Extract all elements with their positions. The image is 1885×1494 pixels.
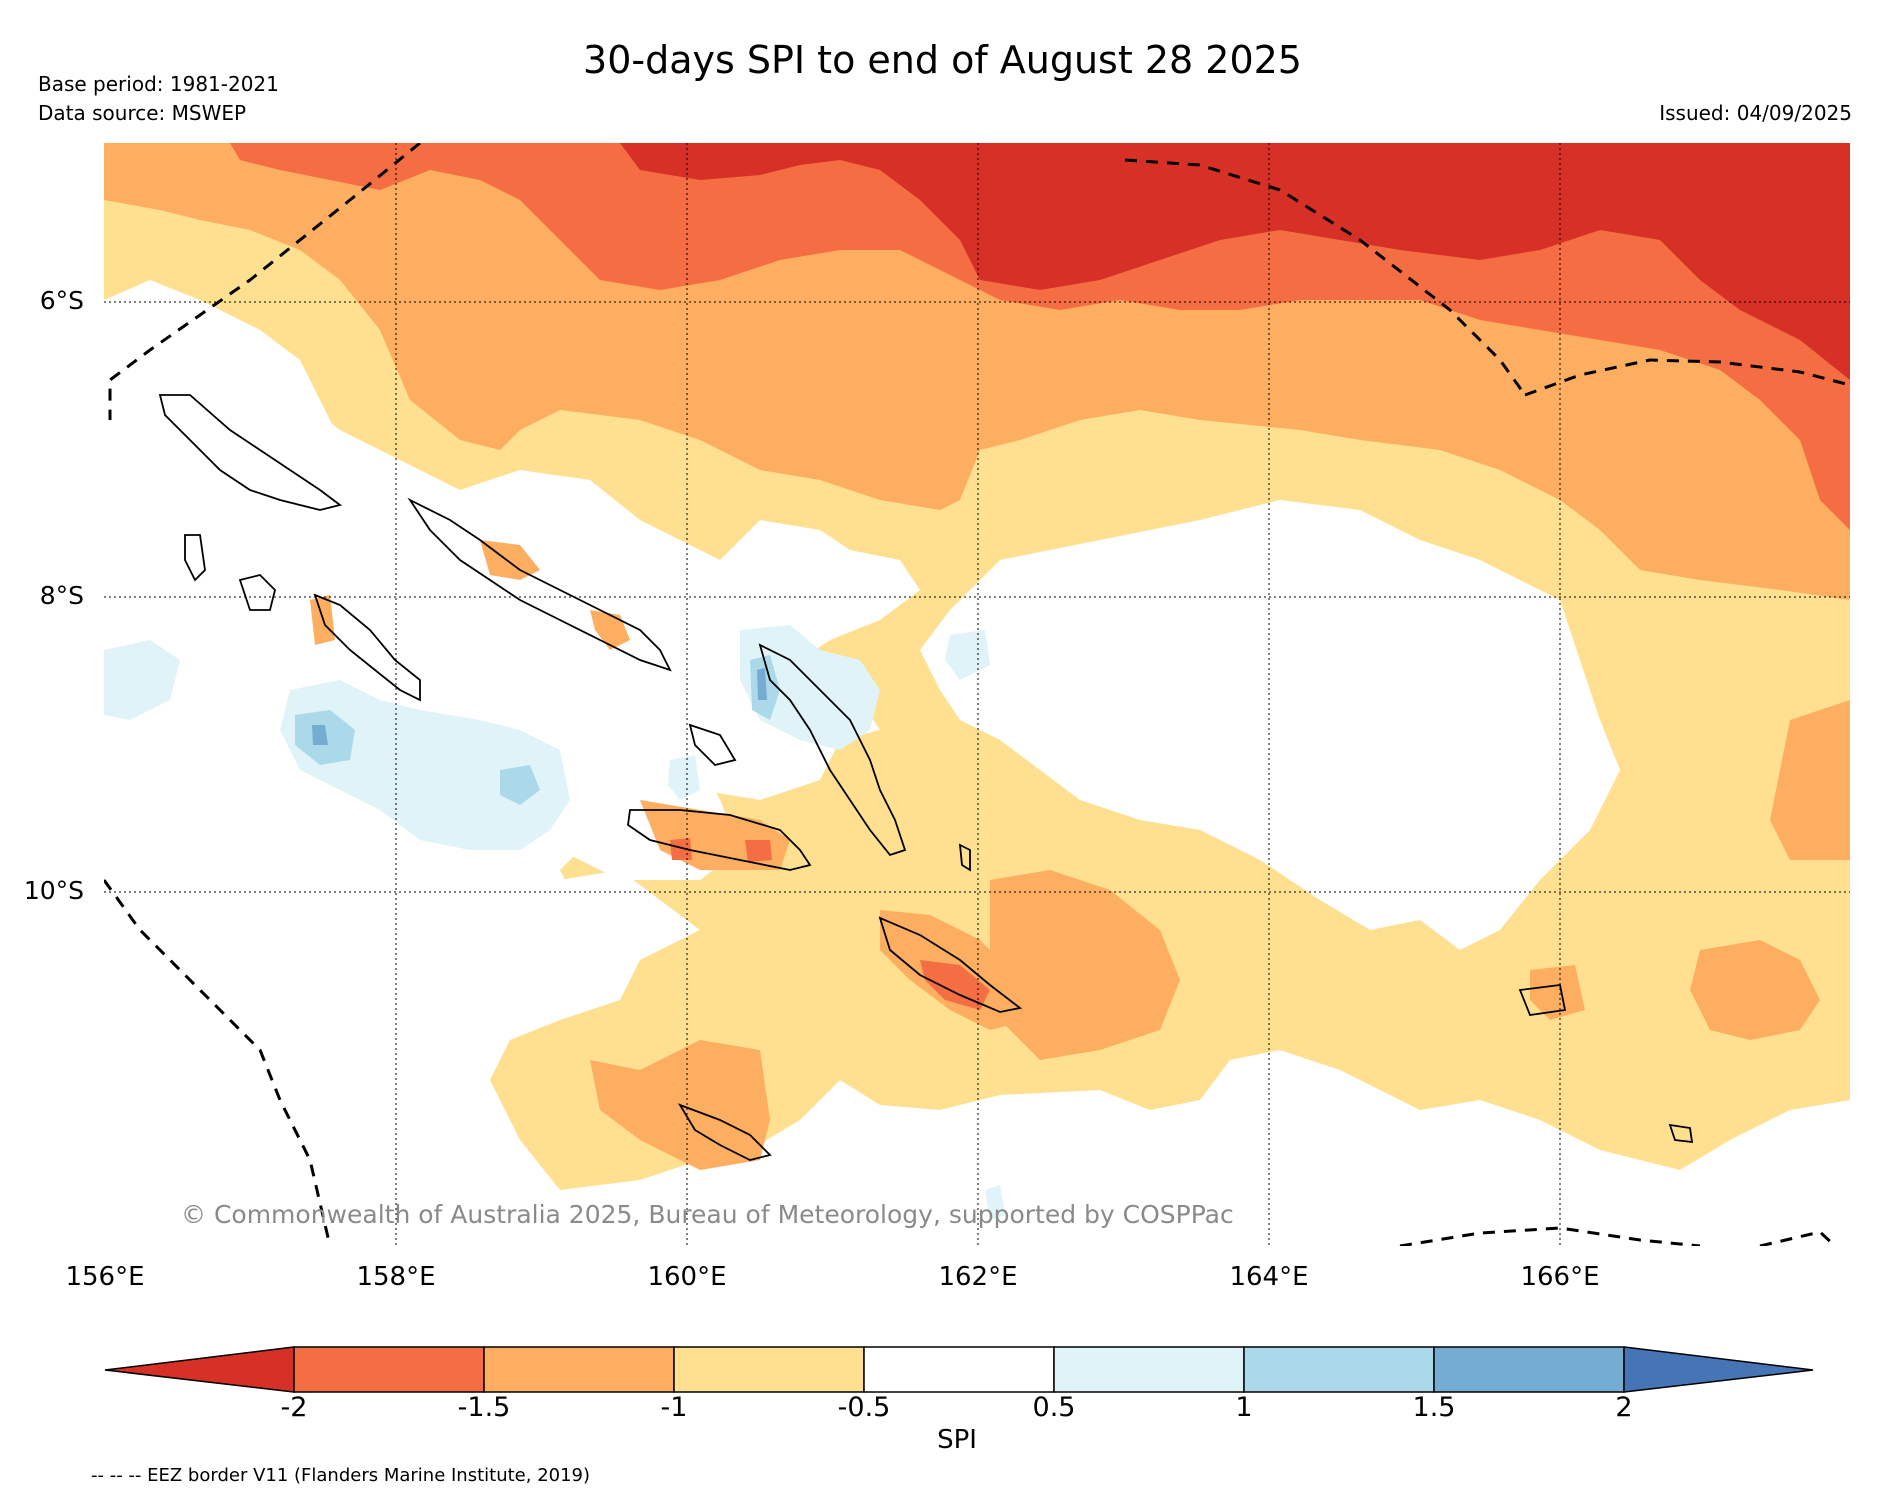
band-white-center [920,500,1620,950]
colorbar-tick: -0.5 [837,1392,891,1423]
colorbar-tick: -2 [280,1392,308,1423]
band-minus-1.5-island-north [670,838,772,862]
colorbar-swatch [1053,1346,1245,1393]
colorbar-extend-low [104,1346,295,1393]
band-minus-2 [620,143,1850,380]
colorbar-tick: 1.5 [1412,1392,1456,1423]
data-source-label: Data source: MSWEP [38,101,247,125]
lon-label-162e: 162°E [938,1262,1018,1292]
band-plus-0.5-centre [740,625,880,750]
copyright-notice: © Commonwealth of Australia 2025, Bureau… [181,1200,1234,1229]
lat-label-6s: 6°S [39,286,84,315]
band-plus-1.5-centre [757,668,767,700]
lat-label-10s: 10°S [23,876,84,905]
base-period-label: Base period: 1981-2021 [38,72,279,96]
band-minus-1-east [1690,940,1820,1040]
lon-label-156e: 156°E [65,1262,145,1292]
band-minus-1-southeast [1770,700,1850,860]
band-minus-1.5-island-mid [920,960,990,1010]
colorbar-tick: 2 [1615,1392,1633,1423]
lon-label-160e: 160°E [647,1262,727,1292]
spi-field [104,143,1850,1246]
colorbar-swatch [1433,1346,1625,1393]
lat-label-8s: 8°S [39,581,84,610]
colorbar-swatch [1243,1346,1435,1393]
coastlines [158,394,1694,1161]
colorbar-tick: -1.5 [457,1392,511,1423]
gridlines [104,143,1850,1246]
colorbar-tick: -1 [660,1392,688,1423]
band-white-southwest [104,980,310,1170]
colorbar-tick: 0.5 [1032,1392,1076,1423]
colorbar-swatch [293,1346,485,1393]
lon-label-164e: 164°E [1229,1262,1309,1292]
colorbar [104,1346,1814,1393]
colorbar-label: SPI [937,1425,977,1455]
map-title: 30-days SPI to end of August 28 2025 [583,38,1302,82]
lon-label-166e: 166°E [1520,1262,1600,1292]
band-minus-1-mid [990,870,1180,1060]
colorbar-swatch [483,1346,675,1393]
lon-label-158e: 158°E [356,1262,436,1292]
band-plus-1.5-west [312,725,328,745]
band-plus-0.5-west [280,680,570,850]
band-plus-0.5-east [945,630,990,680]
eez-footnote: -- -- -- EEZ border V11 (Flanders Marine… [91,1465,591,1486]
eez-borders [104,143,1850,1246]
issued-date-label: Issued: 04/09/2025 [1659,101,1852,125]
band-plus-0.5-westedge [104,640,180,720]
band-plus-0.5-island [668,755,700,800]
band-plus-0.5-south [985,1185,1005,1220]
colorbar-swatch [673,1346,865,1393]
band-minus-1-southeast-b [1530,965,1585,1020]
band-white-west [104,280,740,920]
colorbar-tick: 1 [1235,1392,1253,1423]
colorbar-extend-high [1623,1346,1814,1393]
colorbar-swatch [863,1346,1055,1393]
band-plus-1-west-b [500,765,540,805]
